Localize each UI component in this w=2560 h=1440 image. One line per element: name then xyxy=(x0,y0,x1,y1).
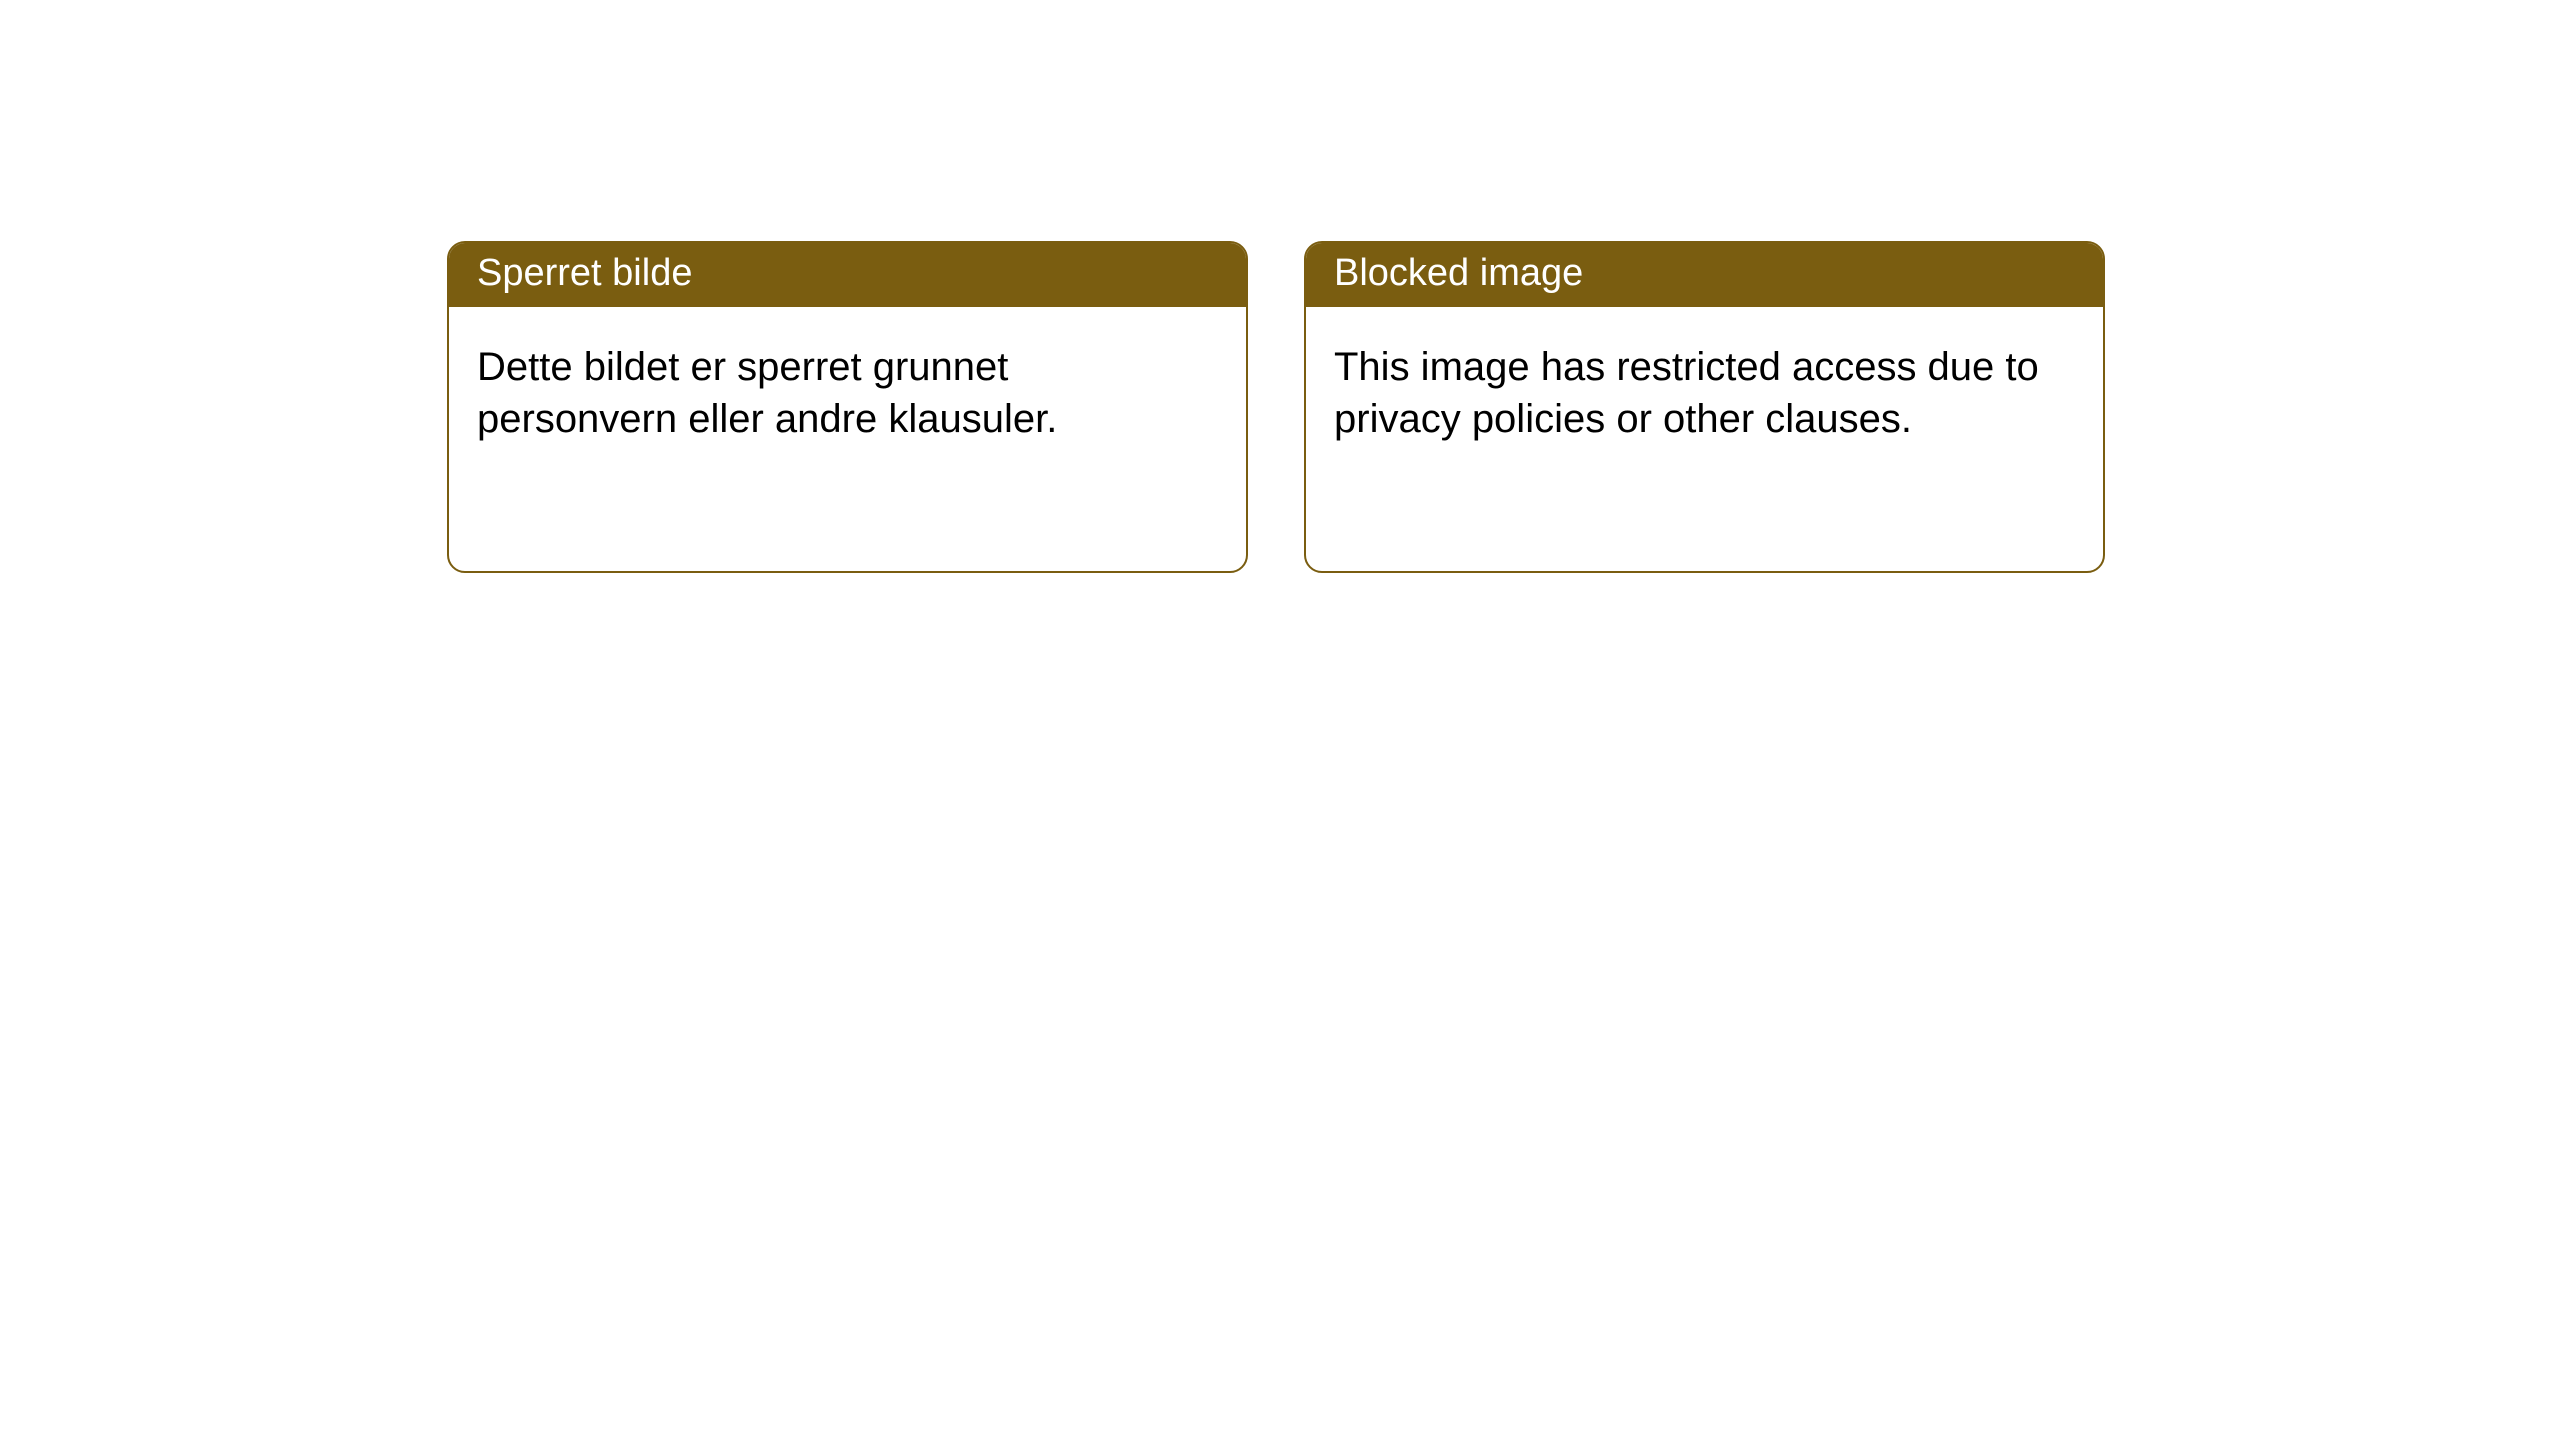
card-body-no: Dette bildet er sperret grunnet personve… xyxy=(449,307,1246,473)
card-header-no: Sperret bilde xyxy=(449,243,1246,307)
card-body-en: This image has restricted access due to … xyxy=(1306,307,2103,473)
card-title-en: Blocked image xyxy=(1334,252,1583,294)
blocked-image-card-no: Sperret bilde Dette bildet er sperret gr… xyxy=(447,241,1248,573)
blocked-image-card-en: Blocked image This image has restricted … xyxy=(1304,241,2105,573)
card-message-en: This image has restricted access due to … xyxy=(1334,345,2039,441)
notice-container: Sperret bilde Dette bildet er sperret gr… xyxy=(0,0,2560,573)
card-message-no: Dette bildet er sperret grunnet personve… xyxy=(477,345,1057,441)
card-header-en: Blocked image xyxy=(1306,243,2103,307)
card-title-no: Sperret bilde xyxy=(477,252,692,294)
